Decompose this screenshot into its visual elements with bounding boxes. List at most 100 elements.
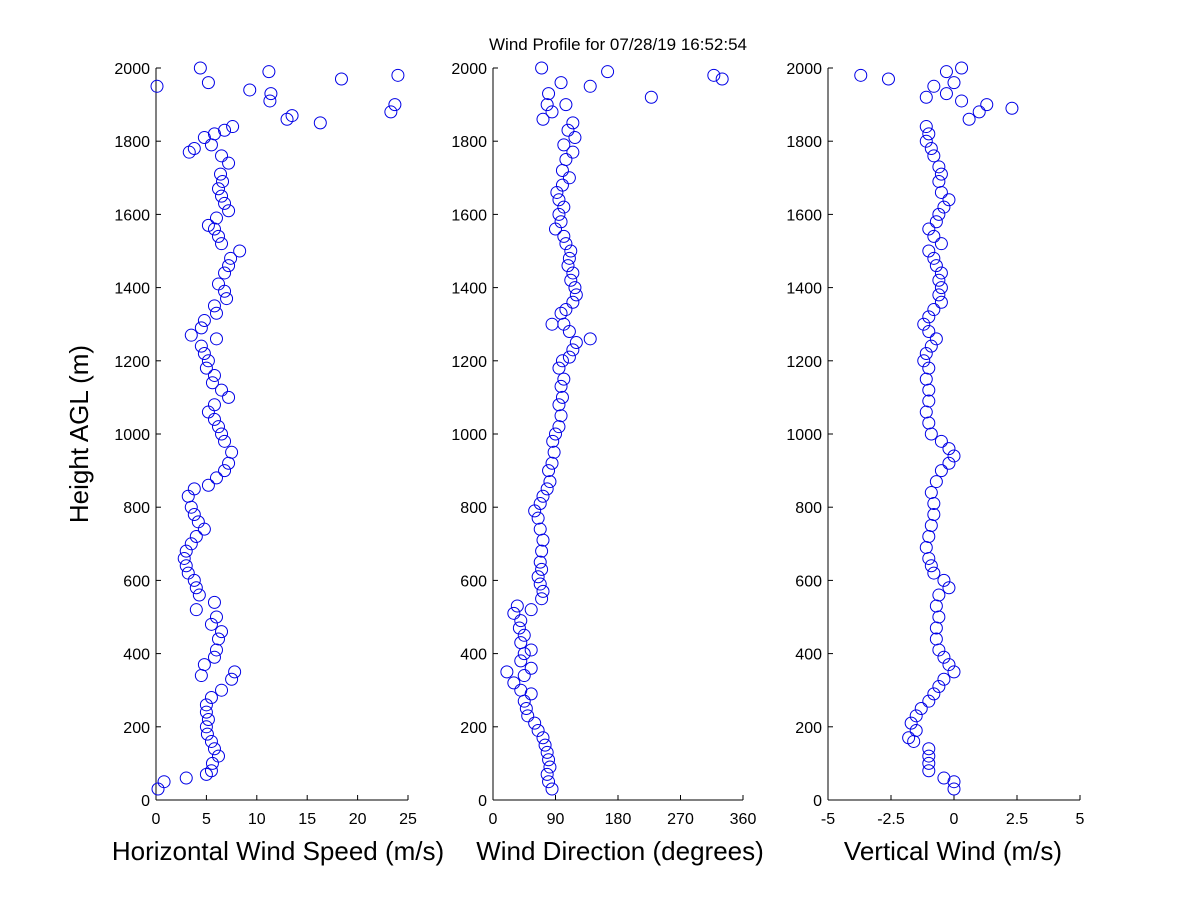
data-point: [962, 112, 976, 126]
data-point: [552, 207, 566, 221]
data-point: [909, 723, 923, 737]
data-point: [919, 90, 933, 104]
data-point: [919, 405, 933, 419]
data-point: [552, 420, 566, 434]
data-point: [924, 339, 938, 353]
panel-1: 0 200 400 600 800 1000 1200 1400 1600 1800 2000 0 5 1…: [64, 61, 444, 866]
data-point: [542, 87, 556, 101]
data-point: [927, 79, 941, 93]
data-point: [536, 533, 550, 547]
y-tick-label: 1600: [114, 207, 150, 224]
x-tick-label: 0: [152, 811, 161, 828]
figure-title: Wind Profile for 07/28/19 16:52:54: [489, 35, 747, 54]
data-point: [917, 317, 931, 331]
y-tick-label: 1600: [451, 207, 487, 224]
y-tick-label: 400: [460, 647, 487, 664]
data-point: [233, 244, 247, 258]
data-point: [218, 196, 232, 210]
data-point: [524, 643, 538, 657]
data-point: [937, 573, 951, 587]
data-point: [207, 742, 221, 756]
data-point: [1005, 101, 1019, 115]
data-point: [197, 314, 211, 328]
data-point: [552, 361, 566, 375]
data-point: [922, 310, 936, 324]
data-point: [538, 738, 552, 752]
data-point: [932, 680, 946, 694]
data-point: [207, 595, 221, 609]
data-point: [922, 394, 936, 408]
y-tick-label: 200: [795, 720, 822, 737]
data-point: [922, 749, 936, 763]
data-point: [216, 174, 230, 188]
data-point: [391, 68, 405, 82]
y-tick-label: 2000: [786, 61, 822, 78]
x-axis-title: Horizontal Wind Speed (m/s): [112, 836, 444, 866]
data-point: [929, 259, 943, 273]
data-point: [559, 98, 573, 112]
data-point: [924, 559, 938, 573]
data-point: [546, 434, 560, 448]
y-tick-label: 1600: [786, 207, 822, 224]
data-point: [218, 464, 232, 478]
data-point: [517, 694, 531, 708]
data-point: [568, 281, 582, 295]
data-point: [262, 65, 276, 79]
data-point: [559, 237, 573, 251]
data-point: [528, 716, 542, 730]
data-point: [937, 771, 951, 785]
data-point: [566, 295, 580, 309]
data-point: [927, 566, 941, 580]
data-point: [535, 562, 549, 576]
data-point: [919, 134, 933, 148]
y-tick-label: 0: [813, 793, 822, 810]
data-point: [222, 259, 236, 273]
y-tick-label: 1800: [451, 134, 487, 151]
data-point: [204, 764, 218, 778]
x-tick-label: 25: [399, 811, 417, 828]
data-point: [507, 606, 521, 620]
x-tick-label: -5: [821, 811, 835, 828]
data-point: [922, 325, 936, 339]
data-point: [215, 427, 229, 441]
y-tick-label: 1400: [786, 281, 822, 298]
data-point: [557, 229, 571, 243]
y-tick-label: 400: [795, 647, 822, 664]
x-tick-label: 5: [1076, 811, 1085, 828]
data-point: [207, 368, 221, 382]
data-point: [205, 376, 219, 390]
data-point: [533, 577, 547, 591]
data-point: [545, 782, 559, 796]
data-point: [555, 178, 569, 192]
data-point: [220, 292, 234, 306]
data-point: [209, 211, 223, 225]
data-point: [199, 361, 213, 375]
data-point: [922, 551, 936, 565]
panel-2: 0 200 400 600 800 1000 1200 1400 1600 1800 2000 0 90…: [451, 61, 763, 866]
data-point: [554, 379, 568, 393]
data-point: [955, 61, 969, 75]
data-point: [854, 68, 868, 82]
data-point: [535, 592, 549, 606]
data-point: [924, 486, 938, 500]
data-point: [535, 544, 549, 558]
data-point: [937, 650, 951, 664]
data-point: [313, 116, 327, 130]
data-point: [932, 174, 946, 188]
data-point: [980, 98, 994, 112]
data-point: [215, 149, 229, 163]
data-point: [201, 354, 215, 368]
data-point: [934, 237, 948, 251]
data-point: [189, 603, 203, 617]
data-point: [207, 127, 221, 141]
data-point: [927, 229, 941, 243]
data-point: [512, 621, 526, 635]
data-point: [197, 346, 211, 360]
data-point: [932, 273, 946, 287]
data-point: [184, 328, 198, 342]
data-point: [524, 603, 538, 617]
data-point: [514, 614, 528, 628]
data-point: [557, 372, 571, 386]
data-point: [535, 61, 549, 75]
data-point: [549, 427, 562, 441]
